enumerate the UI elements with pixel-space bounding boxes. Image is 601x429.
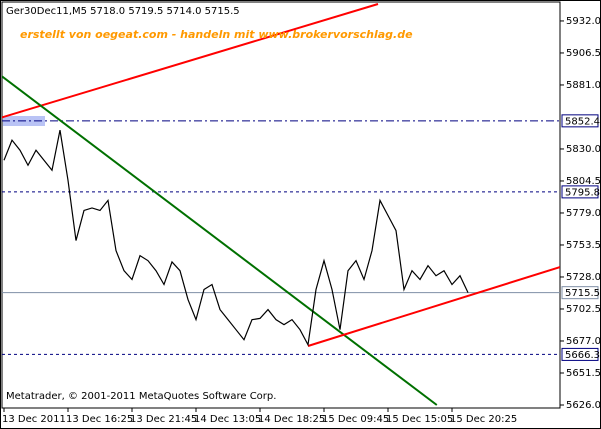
level-label-box: [561, 114, 599, 128]
y-tick-label: 5932.0: [566, 16, 601, 27]
trendline: [2, 3, 379, 119]
y-tick-label: 5779.0: [566, 208, 601, 219]
plot-border: [1, 1, 561, 409]
x-tick-label: 13 Dec 21:45: [130, 414, 197, 425]
y-tick-label: 5651.5: [566, 368, 601, 379]
watermark: erstellt von oegeat.com - handeln mit ww…: [20, 28, 413, 41]
trendline: [2, 75, 438, 406]
level-label: 5715.5: [565, 288, 600, 299]
y-tick-label: 5881.0: [566, 80, 601, 91]
y-tick-label: 5830.0: [566, 144, 601, 155]
level-label: 5666.3: [565, 350, 600, 361]
y-tick-label: 5804.5: [566, 176, 601, 187]
plot: [2, 3, 560, 406]
chart-title: Ger30Dec11,M5 5718.0 5719.5 5714.0 5715.…: [6, 6, 240, 17]
x-tick-label: 15 Dec 09:45: [322, 414, 389, 425]
x-tick-label: 14 Dec 18:25: [258, 414, 325, 425]
level-label: 5852.4: [565, 116, 600, 127]
y-tick-label: 5702.5: [566, 304, 601, 315]
price-line: [3, 130, 469, 347]
trendline: [307, 266, 560, 347]
y-tick-label: 5728.0: [566, 272, 601, 283]
x-tick-label: 14 Dec 13:05: [194, 414, 261, 425]
level-label-box: [561, 185, 599, 199]
level-label-box: [561, 286, 599, 300]
x-tick-label: 13 Dec 2011: [2, 414, 66, 425]
y-tick-label: 5753.5: [566, 240, 601, 251]
y-tick-label: 5626.0: [566, 400, 601, 411]
x-tick-label: 15 Dec 15:05: [386, 414, 453, 425]
x-tick-label: 15 Dec 20:25: [450, 414, 517, 425]
y-tick-label: 5677.0: [566, 336, 601, 347]
level-label: 5795.8: [565, 187, 600, 198]
level-label-box: [561, 347, 599, 361]
copyright: Metatrader, © 2001-2011 MetaQuotes Softw…: [6, 391, 276, 402]
x-tick-label: 13 Dec 16:25: [66, 414, 133, 425]
y-tick-label: 5906.5: [566, 48, 601, 59]
